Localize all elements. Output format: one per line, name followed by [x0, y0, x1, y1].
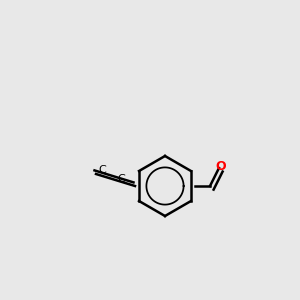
Text: C: C [118, 174, 125, 184]
Text: O: O [215, 160, 226, 173]
Text: C: C [98, 165, 106, 176]
